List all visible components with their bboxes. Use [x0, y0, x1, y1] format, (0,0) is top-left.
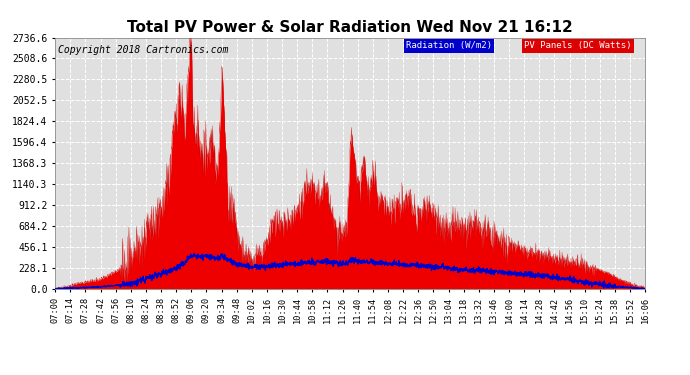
Text: Copyright 2018 Cartronics.com: Copyright 2018 Cartronics.com	[58, 45, 228, 55]
Text: PV Panels (DC Watts): PV Panels (DC Watts)	[524, 41, 632, 50]
Text: Radiation (W/m2): Radiation (W/m2)	[406, 41, 492, 50]
Title: Total PV Power & Solar Radiation Wed Nov 21 16:12: Total PV Power & Solar Radiation Wed Nov…	[127, 20, 573, 35]
